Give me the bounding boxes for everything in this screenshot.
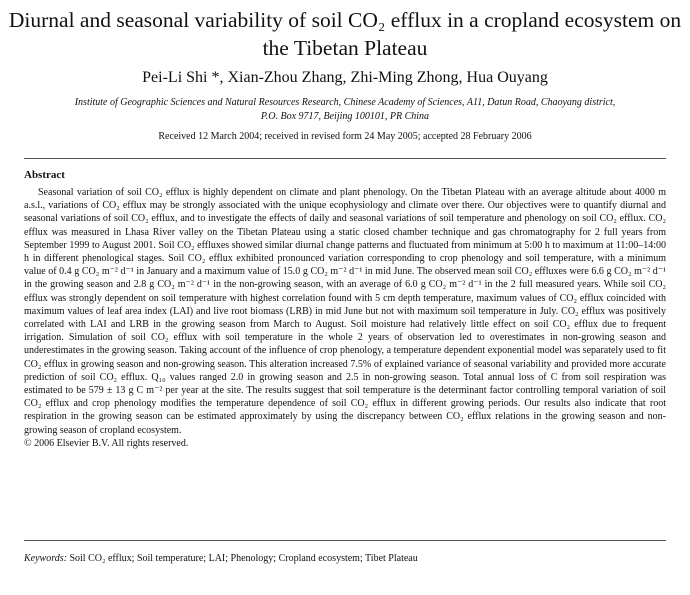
keywords-label: Keywords: [24, 553, 67, 564]
divider-top [24, 158, 666, 159]
copyright-line: © 2006 Elsevier B.V. All rights reserved… [24, 437, 189, 449]
keywords: Keywords: Soil CO₂ efflux; Soil temperat… [24, 552, 666, 565]
keywords-list: Soil CO₂ efflux; Soil temperature; LAI; … [69, 553, 418, 564]
affiliation: Institute of Geographic Sciences and Nat… [74, 97, 616, 122]
abstract-text: Seasonal variation of soil CO₂ efflux is… [24, 186, 666, 450]
abstract-paragraph: Seasonal variation of soil CO₂ efflux is… [24, 187, 666, 436]
paper-title: Diurnal and seasonal variability of soil… [8, 8, 682, 60]
received-dates: Received 12 March 2004; received in revi… [158, 131, 532, 142]
author-list: Pei-Li Shi *, Xian-Zhou Zhang, Zhi-Ming … [142, 69, 548, 86]
divider-bottom [24, 540, 666, 541]
abstract-heading: Abstract [24, 169, 65, 181]
